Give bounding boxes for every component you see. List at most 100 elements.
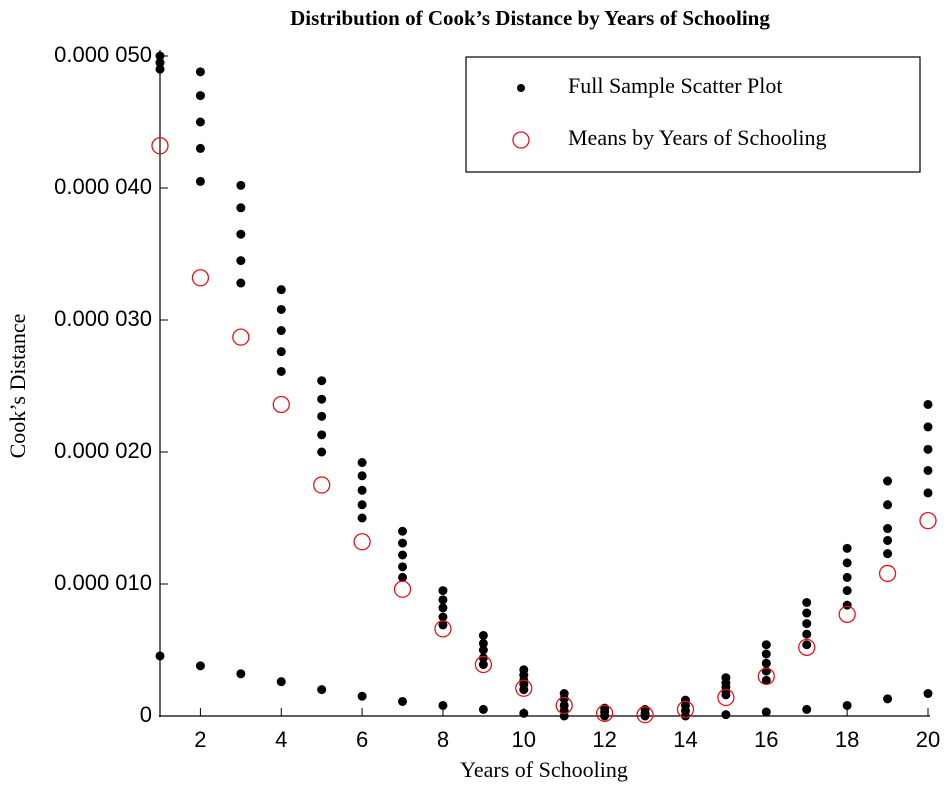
scatter-point bbox=[519, 685, 529, 695]
mean-marker bbox=[838, 605, 856, 624]
scatter-point bbox=[478, 645, 488, 655]
scatter-point bbox=[357, 500, 367, 510]
scatter-point bbox=[276, 304, 286, 314]
scatter-point bbox=[802, 597, 812, 607]
scatter-point bbox=[721, 710, 731, 720]
scatter-point bbox=[802, 619, 812, 629]
legend-label: Full Sample Scatter Plot bbox=[568, 73, 783, 98]
scatter-point bbox=[317, 430, 327, 440]
scatter-point bbox=[236, 203, 246, 213]
x-tick-label: 18 bbox=[835, 727, 859, 752]
scatter-point bbox=[680, 711, 690, 721]
scatter-point bbox=[761, 675, 771, 685]
mean-marker bbox=[595, 704, 614, 723]
scatter-point bbox=[276, 285, 286, 295]
mean-marker bbox=[191, 269, 210, 287]
scatter-point bbox=[802, 704, 812, 714]
scatter-point bbox=[276, 366, 286, 376]
legend-marker bbox=[512, 131, 530, 149]
scatter-point bbox=[883, 500, 893, 510]
x-tick-label: 12 bbox=[592, 727, 616, 752]
scatter-point bbox=[398, 550, 408, 560]
mean-marker bbox=[393, 580, 412, 598]
legend-marker bbox=[517, 84, 525, 92]
y-tick-label: 0.000 050 bbox=[54, 42, 152, 67]
y-tick-label: 0.000 020 bbox=[54, 438, 152, 463]
scatter-point bbox=[195, 117, 205, 127]
scatter-point bbox=[842, 700, 852, 710]
scatter-point bbox=[357, 513, 367, 523]
mean-marker bbox=[757, 667, 775, 686]
mean-marker bbox=[353, 533, 371, 551]
scatter-point bbox=[438, 595, 448, 605]
scatter-point bbox=[438, 620, 448, 630]
scatter-point bbox=[317, 411, 327, 421]
scatter-point bbox=[519, 708, 529, 718]
scatter-point bbox=[600, 711, 610, 721]
scatter-point bbox=[398, 562, 408, 572]
mean-marker bbox=[272, 395, 290, 414]
scatter-point bbox=[761, 649, 771, 659]
scatter-point bbox=[236, 278, 246, 288]
scatter-point bbox=[761, 658, 771, 668]
scatter-point bbox=[842, 586, 852, 596]
scatter-point bbox=[195, 176, 205, 186]
scatter-point bbox=[398, 538, 408, 548]
scatter-point bbox=[317, 447, 327, 457]
scatter-point bbox=[478, 704, 488, 714]
mean-marker bbox=[636, 706, 654, 724]
scatter-point bbox=[438, 586, 448, 596]
scatter-point bbox=[276, 326, 286, 336]
mean-marker bbox=[151, 137, 169, 155]
y-tick-label: 0.000 010 bbox=[54, 570, 152, 595]
scatter-point bbox=[802, 640, 812, 650]
mean-marker bbox=[313, 476, 331, 494]
scatter-point bbox=[357, 485, 367, 495]
scatter-point bbox=[923, 465, 933, 475]
scatter-point bbox=[236, 669, 246, 679]
mean-marker bbox=[232, 328, 250, 346]
x-tick-label: 8 bbox=[437, 727, 449, 752]
y-tick-label: 0 bbox=[140, 702, 152, 727]
y-axis-label: Cook’s Distance bbox=[5, 314, 30, 459]
y-tick-label: 0.000 040 bbox=[54, 174, 152, 199]
chart-title: Distribution of Cook’s Distance by Years… bbox=[290, 6, 770, 30]
scatter-point bbox=[195, 91, 205, 101]
x-tick-label: 6 bbox=[356, 727, 368, 752]
scatter-point bbox=[559, 694, 569, 704]
scatter-point bbox=[276, 677, 286, 687]
scatter-point bbox=[195, 143, 205, 153]
scatter-point bbox=[398, 572, 408, 582]
mean-marker bbox=[515, 679, 533, 697]
y-tick-label: 0.000 030 bbox=[54, 306, 152, 331]
x-tick-label: 4 bbox=[275, 727, 287, 752]
mean-marker bbox=[919, 511, 937, 530]
scatter-point bbox=[317, 685, 327, 695]
scatter-point bbox=[478, 660, 488, 670]
scatter-point bbox=[276, 347, 286, 357]
x-tick-label: 14 bbox=[673, 727, 697, 752]
mean-marker bbox=[878, 564, 897, 583]
scatter-point bbox=[195, 67, 205, 77]
scatter-point bbox=[883, 535, 893, 545]
x-tick-label: 2 bbox=[194, 727, 206, 752]
mean-marker bbox=[798, 638, 816, 657]
scatter-point bbox=[155, 651, 165, 661]
scatter-point bbox=[155, 58, 165, 68]
scatter-point bbox=[438, 612, 448, 622]
legend-label: Means by Years of Schooling bbox=[568, 125, 827, 150]
scatter-point bbox=[842, 558, 852, 568]
scatter-point bbox=[357, 471, 367, 481]
scatter-point bbox=[236, 180, 246, 190]
mean-marker bbox=[434, 620, 452, 638]
mean-marker bbox=[555, 696, 573, 715]
scatter-point bbox=[155, 51, 165, 61]
scatter-point bbox=[357, 458, 367, 468]
scatter-point bbox=[721, 690, 731, 700]
mean-marker bbox=[676, 700, 695, 719]
scatter-point bbox=[761, 707, 771, 717]
x-tick-label: 10 bbox=[512, 727, 536, 752]
scatter-point bbox=[923, 689, 933, 699]
scatter-point bbox=[883, 476, 893, 486]
